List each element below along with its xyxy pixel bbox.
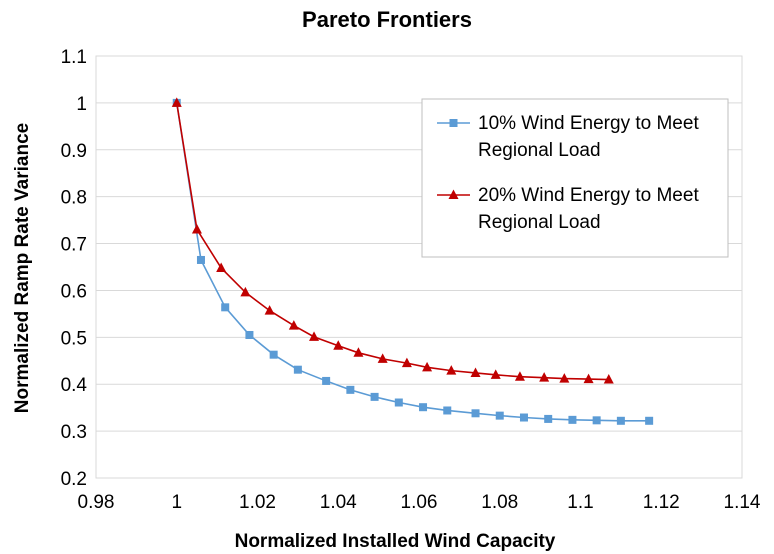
data-point <box>448 189 459 199</box>
legend-label: 20% Wind Energy to Meet <box>478 185 699 206</box>
data-point <box>346 385 355 394</box>
y-tick-label: 1 <box>76 94 87 115</box>
data-point <box>245 330 254 339</box>
plot-area-frame <box>95 55 743 479</box>
x-axis-label: Normalized Installed Wind Capacity <box>235 531 556 552</box>
y-tick-label: 0.2 <box>61 469 87 490</box>
data-point <box>446 365 457 375</box>
legend-label: 10% Wind Energy to Meet <box>478 113 699 134</box>
data-point <box>559 373 570 383</box>
data-point <box>539 372 550 382</box>
data-point <box>514 371 525 381</box>
legend-item-1: 10% Wind Energy to Meet Regional Load <box>437 113 699 161</box>
data-point <box>495 411 504 420</box>
data-point <box>264 305 275 315</box>
y-tick-labels: 0.2 0.3 0.4 0.5 0.6 0.7 0.8 0.9 1 1.1 <box>61 47 88 490</box>
legend-item-2: 20% Wind Energy to Meet Regional Load <box>437 185 699 233</box>
y-tick-label: 0.8 <box>61 188 87 209</box>
data-point <box>645 416 654 425</box>
data-point <box>196 255 205 264</box>
data-point <box>519 413 528 422</box>
series-line <box>175 102 650 422</box>
data-point <box>443 406 452 415</box>
data-point <box>353 347 364 357</box>
x-tick-label: 1.12 <box>643 492 680 513</box>
data-point <box>240 286 251 297</box>
data-point <box>471 409 480 418</box>
data-point <box>603 374 614 384</box>
data-point <box>269 350 278 359</box>
legend-label: Regional Load <box>478 212 601 233</box>
legend-box <box>421 98 729 258</box>
data-point <box>191 223 202 234</box>
x-tick-label: 1.1 <box>567 492 593 513</box>
data-point <box>171 97 182 107</box>
y-tick-label: 0.9 <box>61 141 87 162</box>
data-point <box>583 373 594 384</box>
data-point <box>401 357 412 368</box>
x-tick-label: 1.04 <box>320 492 357 513</box>
data-point <box>322 376 331 385</box>
data-point <box>333 340 344 350</box>
data-point <box>422 361 433 372</box>
data-point <box>288 320 299 330</box>
x-tick-labels: 0.98 1 1.02 1.04 1.06 1.08 1.1 1.12 1.14 <box>78 492 761 513</box>
y-axis-label: Normalized Ramp Rate Variance <box>12 123 33 413</box>
x-tick-label: 1.06 <box>401 492 438 513</box>
y-tick-label: 0.6 <box>61 281 87 302</box>
legend-label: Regional Load <box>478 140 601 161</box>
x-tick-label: 1.02 <box>239 492 276 513</box>
data-point <box>293 365 302 374</box>
series-2 <box>171 97 614 384</box>
y-tick-label: 0.5 <box>61 328 87 349</box>
data-point <box>544 414 553 423</box>
y-tick-label: 0.3 <box>61 422 87 443</box>
data-point <box>221 303 230 312</box>
data-point <box>377 353 388 363</box>
data-point <box>309 331 320 341</box>
x-tick-label: 1.08 <box>481 492 518 513</box>
data-series <box>171 97 654 425</box>
data-point <box>449 119 458 127</box>
x-tick-label: 0.98 <box>78 492 115 513</box>
data-point <box>470 367 481 377</box>
chart-title: Pareto Frontiers <box>302 7 472 32</box>
y-tick-label: 0.4 <box>61 375 88 396</box>
data-point <box>370 392 379 401</box>
data-point <box>616 416 625 425</box>
y-tick-label: 0.7 <box>61 235 87 256</box>
y-tick-label: 1.1 <box>61 47 87 68</box>
data-point <box>394 398 403 407</box>
data-point <box>568 415 577 424</box>
x-tick-label: 1 <box>171 492 182 513</box>
data-point <box>592 416 601 425</box>
data-point <box>216 262 227 272</box>
data-point <box>490 369 501 379</box>
data-point <box>419 403 428 412</box>
x-tick-label: 1.14 <box>724 492 761 513</box>
